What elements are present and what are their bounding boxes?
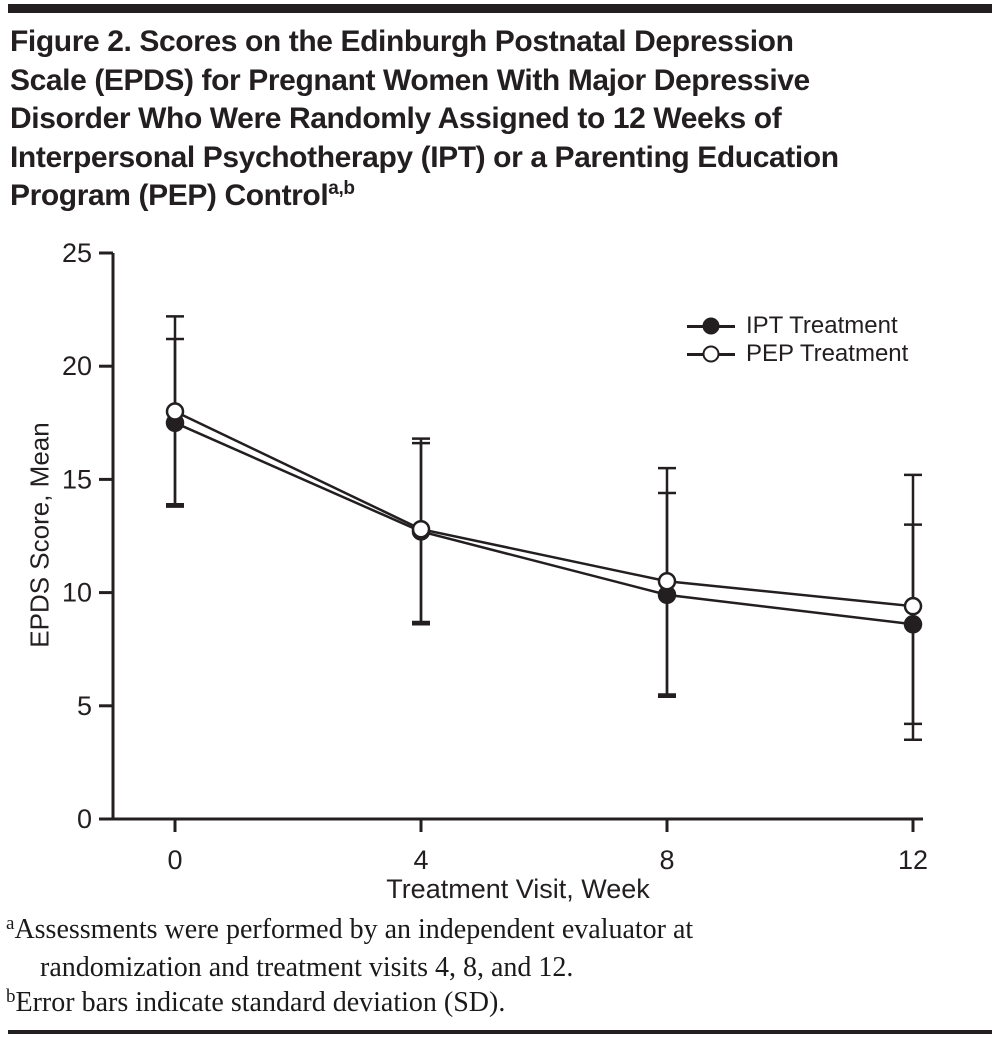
filled-circle-icon	[687, 316, 735, 336]
figure-title: Figure 2. Scores on the Edinburgh Postna…	[10, 23, 990, 220]
legend-item-pep-treatment: PEP Treatment	[687, 340, 908, 368]
series-line-ipt-treatment	[174, 421, 914, 626]
legend-label-pep-treatment: PEP Treatment	[746, 340, 909, 367]
x-tick-label: 0	[167, 845, 182, 875]
figure-title-line: Figure 2. Scores on the Edinburgh Postna…	[10, 25, 794, 58]
open-circle-icon	[687, 344, 735, 364]
figure-title-line: Disorder Who Were Randomly Assigned to 1…	[10, 102, 782, 135]
x-tick-label: 12	[898, 845, 928, 875]
legend-item-ipt-treatment: IPT Treatment	[687, 312, 908, 340]
figure-title-last-line: Program (PEP) Control	[10, 179, 329, 212]
y-axis-title-text: EPDS Score, Mean	[24, 422, 55, 648]
figure-title-line: Scale (EPDS) for Pregnant Women With Maj…	[10, 63, 810, 97]
x-tick-label: 8	[659, 845, 674, 875]
y-tick-label: 10	[62, 578, 92, 608]
footnote-a-text: Assessments were performed by an indepen…	[14, 914, 694, 945]
footnote-a: aAssessments were performed by an indepe…	[6, 912, 906, 985]
title-footnote-superscript: a,b	[328, 178, 355, 199]
figure-title-line: Interpersonal Psychotherapy (IPT) or a P…	[10, 140, 839, 174]
marker-pep-treatment-week-12	[903, 596, 923, 616]
y-tick-label: 20	[62, 351, 92, 381]
x-tick-label: 4	[413, 845, 428, 875]
footnote-b-marker: b	[6, 986, 16, 1007]
bottom-rule	[8, 1030, 992, 1034]
legend-label-ipt-treatment: IPT Treatment	[746, 312, 898, 339]
footnote-a-marker: a	[6, 913, 15, 934]
footnote-a-continuation: randomization and treatment visits 4, 8,…	[40, 952, 574, 983]
figure-title-line: Program (PEP) Controla,b	[10, 177, 990, 220]
marker-pep-treatment-week-0	[165, 402, 185, 421]
footnotes: aAssessments were performed by an indepe…	[6, 912, 906, 1023]
open-circle	[702, 345, 720, 363]
x-axis-title: Treatment Visit, Week	[386, 874, 650, 904]
y-tick-label: 0	[77, 804, 92, 834]
marker-pep-treatment-week-4	[411, 519, 431, 539]
series-line-pep-treatment	[174, 410, 914, 608]
filled-circle	[702, 317, 720, 335]
marker-pep-treatment-week-8	[657, 572, 677, 591]
footnote-b: bError bars indicate standard deviation …	[6, 985, 906, 1023]
y-tick-label: 25	[62, 238, 92, 268]
y-tick-label: 15	[62, 464, 92, 494]
legend: IPT Treatment PEP Treatment	[687, 312, 908, 368]
marker-ipt-treatment-week-12	[903, 615, 923, 634]
footnote-b-text: Error bars indicate standard deviation (…	[15, 987, 506, 1018]
top-rule	[8, 4, 992, 13]
y-tick-label: 5	[77, 691, 92, 721]
